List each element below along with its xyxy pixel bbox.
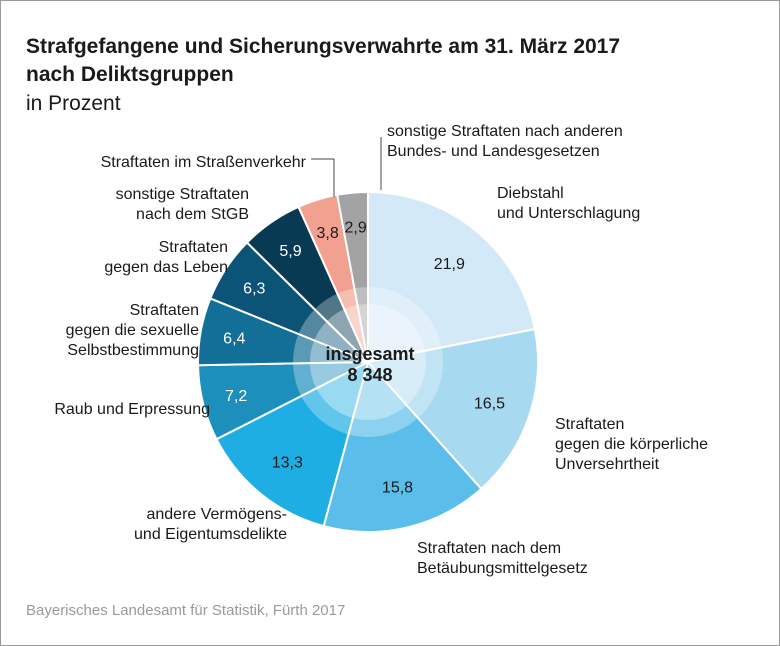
slice-category-label: Diebstahl und Unterschlagung	[497, 185, 640, 222]
slice-value-label: 15,8	[382, 480, 413, 497]
slice-2	[366, 327, 539, 491]
slice-category-label: Straftaten gegen die sexuelle Selbstbestim…	[66, 302, 200, 359]
slice-category-label: sonstige Straftaten nach anderen Bundes- …	[387, 123, 623, 160]
slice-category-label: Raub und Erpressung	[54, 401, 210, 418]
title-line-1: Strafgefangene und Sicherungsverwahrte a…	[26, 35, 621, 58]
slice-value-label: 7,2	[225, 388, 247, 405]
center-label: insgesamt	[325, 344, 414, 364]
slice-10	[336, 190, 369, 363]
slice-4	[215, 360, 370, 528]
slice-value-label: 21,9	[434, 256, 465, 273]
slice-category-label: Straftaten gegen die körperliche Unversehr…	[555, 416, 708, 473]
slice-category-label: Straftaten im Straßenverkehr	[101, 154, 307, 171]
slice-category-label: Straftaten nach dem Betäubungsmittelgeset…	[417, 540, 588, 577]
slice-category-label: Straftaten gegen das Leben	[104, 239, 228, 276]
slice-category-label: sonstige Straftaten nach dem StGB	[116, 186, 249, 223]
donut-inner-ring	[293, 287, 443, 437]
donut-core	[310, 304, 426, 420]
slice-category-label: andere Vermögens-und Eigentumsdelikte	[134, 506, 287, 543]
slice-3	[322, 359, 483, 533]
slice-1	[367, 190, 536, 364]
slice-value-label: 2,9	[344, 220, 366, 237]
chart-title: Strafgefangene und Sicherungsverwahrte a…	[26, 33, 746, 89]
source-note: Bayerisches Landesamt für Statistik, Für…	[26, 602, 346, 619]
center-total-value: 8 348	[347, 365, 392, 385]
slice-value-label: 3,8	[316, 225, 338, 242]
slice-value-label: 6,3	[243, 280, 265, 297]
slice-value-label: 6,4	[223, 330, 245, 347]
slice-value-label: 16,5	[474, 396, 505, 413]
title-line-2: nach Deliktsgruppen	[26, 63, 234, 86]
slice-value-label: 5,9	[279, 243, 301, 260]
leader-line	[311, 158, 335, 197]
chart-subtitle: in Prozent	[26, 92, 121, 115]
slice-value-label: 13,3	[272, 454, 303, 471]
